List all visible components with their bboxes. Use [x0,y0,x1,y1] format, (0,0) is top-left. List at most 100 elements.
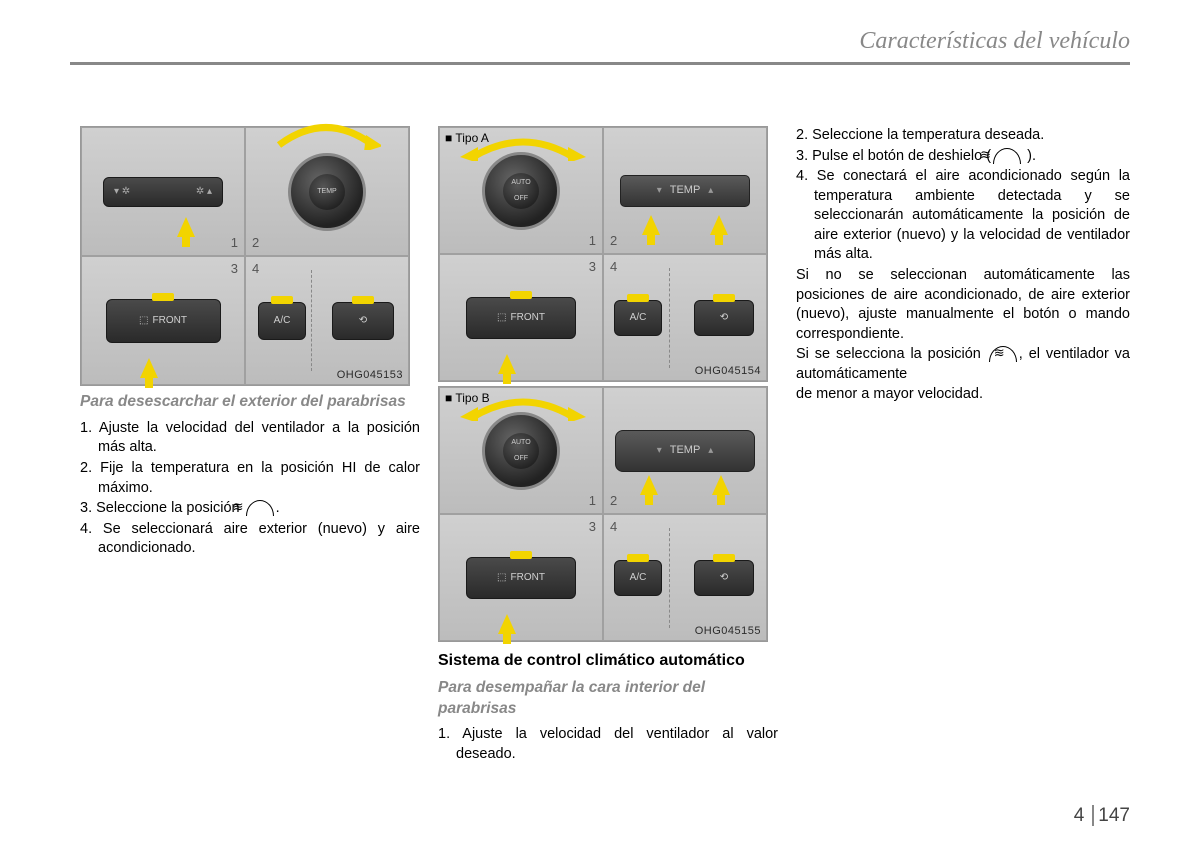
cell-number: 3 [231,260,238,278]
diagram-cell-4: A/C ⟲ 4 [245,256,409,385]
chapter-number: 4 [1074,805,1095,826]
auto-dial: AUTOOFF [482,152,560,230]
column-3: 2. Seleccione la temperatura deseada. 3.… [796,126,1130,766]
diagram-cell-3: ⬚ FRONT 3 [439,514,603,641]
paragraph: Si no se seleccionan automáticamente las… [796,266,1130,344]
dial-label: AUTO [511,438,530,447]
recirculation-button: ⟲ [332,302,394,340]
ac-button: A/C [614,560,662,596]
front-defrost-button: ⬚ FRONT [466,297,576,339]
cell-number: 2 [610,492,617,510]
page-number: 147 [1098,805,1130,826]
cell-number: 4 [252,260,259,278]
front-defrost-button: ⬚FRONT [106,299,221,343]
cell-number: 2 [610,232,617,250]
diagram-defrost-exterior: ▾ ✲ ✲ ▴ 1 TEMP 2 ⬚FRONT [80,126,410,386]
defrost-icon [989,346,1017,362]
temp-rocker: ▾TEMP▴ [615,430,755,472]
paragraph-text: Si se selecciona la posición [796,346,987,362]
dial-label: AUTO [511,178,530,187]
diagram-cell-2: ▾TEMP▴ 2 [603,127,767,254]
arc-arrow-icon [271,120,381,150]
diagram-code: OHG045153 [337,368,403,383]
button-label: A/C [630,311,647,325]
list-text: . [276,500,280,516]
divider [669,528,670,628]
column-2: ■ Tipo A AUTO OFF 1 ▾TEMP▴ 2 ⬚ FRONT 3 [438,126,778,766]
diagram-cell-4: A/C ⟲ 4 [603,514,767,641]
arrow-icon [498,614,516,634]
fan-speed-rocker: ▾ ✲ ✲ ▴ [103,177,223,207]
front-defrost-button: ⬚ FRONT [466,557,576,599]
diagram-tipo-a: ■ Tipo A AUTOOFF 1 ▾TEMP▴ 2 ⬚ FRONT 3 [438,126,768,382]
recirculation-button: ⟲ [694,300,754,336]
arrow-icon [712,475,730,495]
paragraph: Si se selecciona la posición , el ventil… [796,345,1130,384]
defrost-icon [246,500,274,516]
diagram-cell-4: A/C ⟲ 4 [603,254,767,381]
button-label: FRONT [511,311,545,325]
heading-auto-climate: Sistema de control climático automático [438,650,778,672]
divider [669,268,670,368]
ac-button: A/C [258,302,306,340]
subheading-defrost-exterior: Para desescarchar el exterior del parabr… [80,392,420,413]
cell-number: 3 [589,518,596,536]
button-label: FRONT [511,571,545,585]
recirculation-button: ⟲ [694,560,754,596]
list-item: 3. Seleccione la posición . [80,499,420,519]
list-item: 2. Seleccione la temperatura deseada. [796,126,1130,146]
diagram-cell-1: ▾ ✲ ✲ ▴ 1 [81,127,245,256]
cell-number: 2 [252,234,259,252]
button-label: A/C [274,314,291,328]
arrow-icon [498,354,516,374]
cell-number: 4 [610,518,617,536]
cell-number: 3 [589,258,596,276]
diagram-tipo-b: ■ Tipo B AUTO OFF 1 ▾TEMP▴ 2 ⬚ FRONT 3 [438,386,768,642]
list-item: 4. Se seleccionará aire exterior (nuevo)… [80,520,420,559]
led-icon [152,293,174,301]
arrow-icon [640,475,658,495]
button-label: A/C [630,571,647,585]
arrow-icon [140,358,158,378]
temp-rocker: ▾TEMP▴ [620,175,750,207]
page-footer: 4147 [1074,805,1130,827]
list-text: ). [1027,148,1036,164]
ac-button: A/C [614,300,662,336]
cell-number: 1 [589,232,596,250]
cell-number: 4 [610,258,617,276]
list-item: 3. Pulse el botón de deshielo ( ). [796,147,1130,167]
arrow-icon [642,215,660,235]
list-item: 4. Se conectará el aire acondicionado se… [796,167,1130,265]
list-item: 1. Ajuste la velocidad del ventilador al… [438,725,778,764]
diagram-type-label: ■ Tipo A [445,130,489,146]
cell-number: 1 [231,234,238,252]
header-rule [70,62,1130,65]
column-1: ▾ ✲ ✲ ▴ 1 TEMP 2 ⬚FRONT [80,126,420,766]
content-area: ▾ ✲ ✲ ▴ 1 TEMP 2 ⬚FRONT [80,126,1130,766]
diagram-type-label: ■ Tipo B [445,390,490,406]
auto-dial: AUTO OFF [482,412,560,490]
temperature-dial: TEMP [288,153,366,231]
defrost-icon [993,148,1021,164]
arrow-icon [177,217,195,237]
page-header-title: Características del vehículo [859,28,1130,55]
dial-label: TEMP [317,187,336,196]
button-label: TEMP [670,443,701,458]
arrow-icon [710,215,728,235]
diagram-cell-2: TEMP 2 [245,127,409,256]
cell-number: 1 [589,492,596,510]
list-text: 3. Seleccione la posición [80,500,244,516]
list-item: 1. Ajuste la velocidad del ventilador a … [80,419,420,458]
button-label: TEMP [670,183,701,198]
list-item: 2. Fije la temperatura en la posición HI… [80,459,420,498]
diagram-code: OHG045155 [695,624,761,639]
diagram-cell-2: ▾TEMP▴ 2 [603,387,767,514]
diagram-code: OHG045154 [695,364,761,379]
subheading-defog-interior: Para desempañar la cara interior del par… [438,678,778,720]
button-label: FRONT [153,314,187,328]
list-text: 3. Pulse el botón de deshielo ( [796,148,991,164]
diagram-cell-3: ⬚ FRONT 3 [439,254,603,381]
dial-label: OFF [514,454,528,463]
paragraph: de menor a mayor velocidad. [796,385,1130,405]
divider [311,270,312,372]
